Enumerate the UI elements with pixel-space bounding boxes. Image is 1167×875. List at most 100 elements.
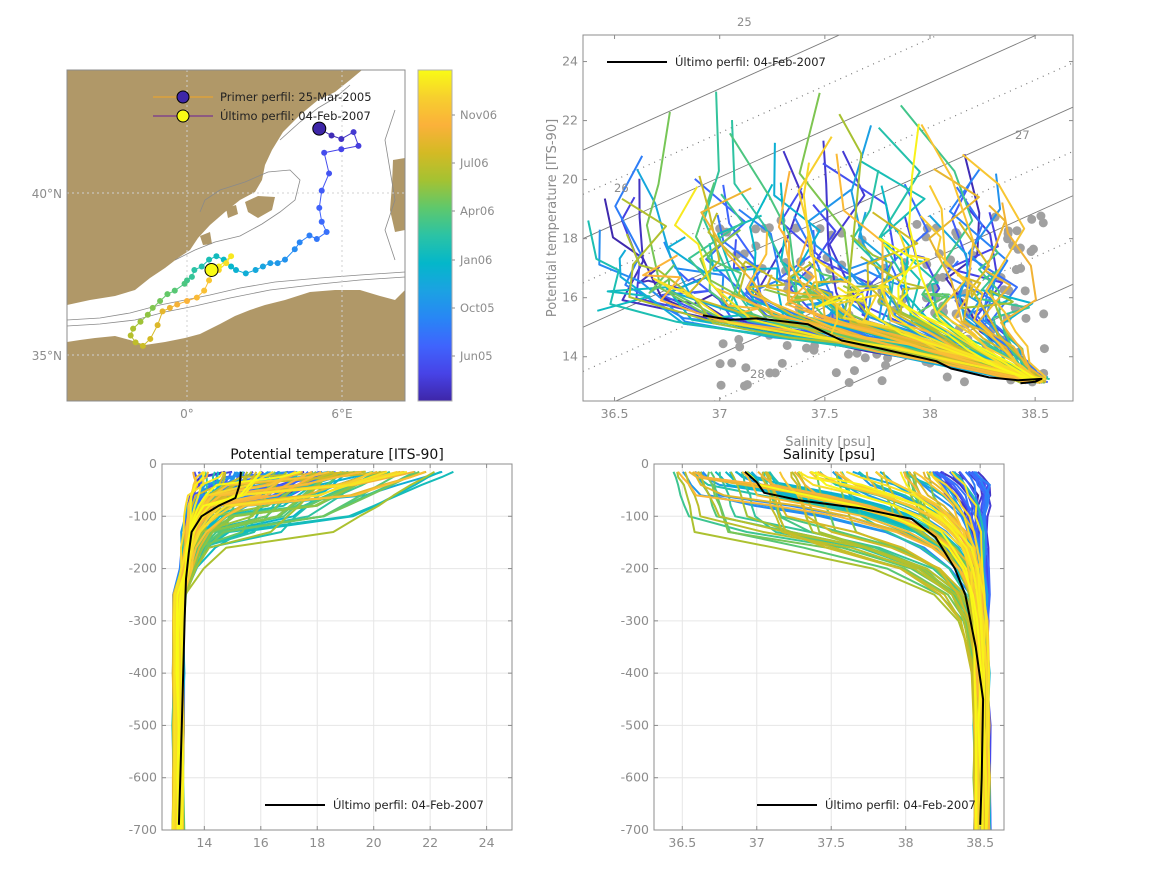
colorbar-gradient — [417, 69, 453, 402]
x-tick-label: 37.5 — [817, 835, 845, 850]
ts-profile-line — [908, 123, 1030, 379]
trajectory-point — [318, 218, 325, 225]
y-tick-label: 22 — [562, 113, 578, 128]
last-profile-marker — [204, 262, 219, 277]
trajectory-point — [259, 263, 266, 270]
trajectory-point — [321, 149, 328, 156]
trajectory-point — [132, 339, 139, 346]
climatology-point — [777, 358, 787, 368]
float-trajectory — [127, 121, 362, 349]
trajectory-point — [228, 263, 235, 270]
climatology-point — [1026, 247, 1036, 257]
trajectory-point — [157, 298, 164, 305]
y-tick-label: 14 — [562, 349, 578, 364]
legend-first-marker — [176, 90, 190, 104]
tprof-plot-area — [171, 470, 454, 830]
climatology-point — [782, 340, 792, 350]
isopycnal-label-26: 26 — [614, 181, 629, 195]
salinity-last-profile-line — [744, 471, 985, 825]
climatology-point — [810, 341, 820, 351]
isopycnal-line — [583, 62, 1073, 284]
trajectory-point — [154, 322, 161, 329]
legend-label-last-profile: Último perfil: 04-Feb-2007 — [675, 54, 826, 69]
ts-profile-line — [973, 268, 1031, 382]
salinity-profile-line — [709, 471, 981, 830]
lat-tick-35: 35°N — [32, 349, 62, 363]
climatology-point — [718, 339, 728, 349]
climatology-point — [1021, 313, 1031, 323]
trajectory-point — [350, 129, 357, 136]
sardinia — [390, 158, 405, 232]
x-tick-label: 38 — [922, 406, 938, 421]
climatology-point — [849, 366, 859, 376]
climatology-point — [734, 334, 744, 344]
ts-profile-line — [746, 231, 1029, 379]
ts-profile-line — [782, 230, 1043, 381]
lat-tick-40: 40°N — [32, 187, 62, 201]
y-tick-label: -200 — [621, 561, 649, 576]
ts-profile-line — [961, 289, 1041, 380]
temperature-last-profile-line — [177, 471, 242, 825]
ts-y-axis-label: Potential temperature [ITS-90] — [545, 119, 560, 317]
x-tick-label: 24 — [479, 835, 495, 850]
y-tick-label: 18 — [562, 231, 578, 246]
climatology-point — [1020, 286, 1030, 296]
salinity-profile-line — [874, 471, 984, 830]
isopycnal-label-28: 28 — [750, 367, 765, 381]
trajectory-point — [147, 335, 154, 342]
climatology-point — [999, 285, 1009, 295]
salinity-plot-title: Salinity [psu] — [783, 447, 875, 463]
axes-frame — [161, 463, 513, 831]
climatology-point — [1036, 211, 1046, 221]
climatology-point — [1012, 226, 1022, 236]
y-tick-label: -100 — [621, 508, 649, 523]
ts-profile-line — [919, 215, 1043, 384]
trajectory-point — [188, 273, 195, 280]
trajectory-point — [191, 266, 198, 273]
ts-plot-area — [583, 35, 1073, 401]
legend-label-last-profile: Último perfil: 04-Feb-2007 — [825, 797, 976, 812]
trajectory-point — [291, 246, 298, 253]
climatology-point — [843, 349, 853, 359]
isopycnal-line — [811, 283, 1073, 401]
salinity-profile-line — [745, 471, 983, 830]
trajectory-point — [193, 294, 200, 301]
climatology-point — [877, 376, 887, 386]
climatology-point — [1027, 214, 1037, 224]
ts-profile-line — [642, 254, 1030, 384]
trajectory-point — [166, 304, 173, 311]
lon-tick-6e: 6°E — [331, 407, 352, 421]
climatology-point — [942, 372, 952, 382]
colorbar-tick-label: Jul06 — [459, 156, 489, 170]
trajectory-point — [159, 308, 166, 315]
isopycnal-line — [583, 35, 841, 151]
trajectory-point — [174, 301, 181, 308]
climatology-point — [1011, 265, 1021, 275]
trajectory-point — [316, 204, 323, 211]
salinity-profile-line — [810, 470, 986, 830]
y-tick-label: -400 — [621, 665, 649, 680]
trajectory-point — [213, 253, 220, 260]
climatology-point — [815, 224, 825, 234]
climatology-point — [751, 224, 761, 234]
x-tick-label: 20 — [366, 835, 382, 850]
isopycnal-line — [583, 35, 1038, 240]
climatology-point — [860, 353, 870, 363]
climatology-point — [735, 342, 745, 352]
trajectory-point — [171, 287, 178, 294]
isopycnal-label-27: 27 — [1015, 128, 1030, 142]
colorbar: Jun05 Oct05 Jan06 Apr06 Jul06 Nov06 — [417, 69, 497, 402]
trajectory-point — [201, 287, 208, 294]
sprof-plot-area — [672, 470, 992, 830]
climatology-point — [1039, 309, 1049, 319]
x-tick-label: 14 — [196, 835, 212, 850]
trajectory-point — [181, 280, 188, 287]
x-tick-label: 16 — [253, 835, 269, 850]
y-tick-label: -100 — [129, 508, 157, 523]
trajectory-point — [130, 325, 137, 332]
y-tick-label: -200 — [129, 561, 157, 576]
trajectory-point — [164, 291, 171, 298]
y-tick-label: -600 — [621, 770, 649, 785]
climatology-point — [852, 348, 862, 358]
trajectory-point — [318, 187, 325, 194]
